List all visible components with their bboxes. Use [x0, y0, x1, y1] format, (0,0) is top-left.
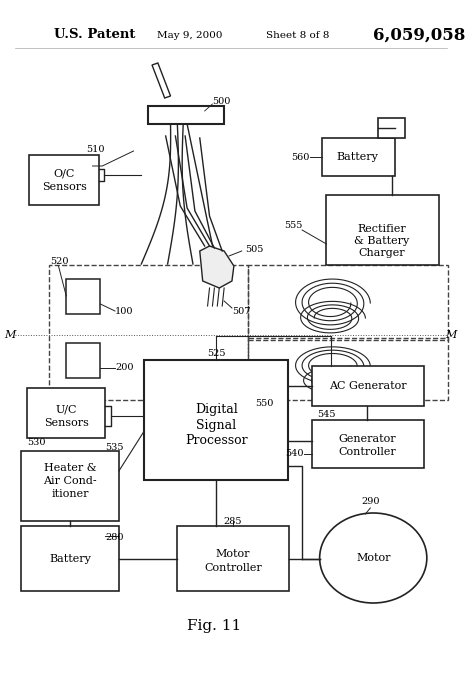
Polygon shape — [200, 246, 234, 288]
Bar — [378, 118, 405, 138]
Text: 500: 500 — [212, 97, 231, 106]
Text: Battery: Battery — [337, 152, 379, 162]
Bar — [312, 420, 424, 468]
Text: AC Generator: AC Generator — [328, 381, 406, 391]
Text: 540: 540 — [285, 450, 304, 459]
Text: M: M — [4, 330, 16, 340]
Text: Charger: Charger — [359, 248, 405, 258]
Text: Fig. 11: Fig. 11 — [187, 619, 242, 633]
Text: 555: 555 — [284, 221, 302, 230]
Text: 100: 100 — [115, 306, 134, 315]
Bar — [27, 388, 105, 438]
Bar — [248, 338, 448, 400]
Text: M: M — [446, 330, 457, 340]
Bar — [21, 526, 119, 591]
Bar — [49, 265, 248, 400]
Bar — [327, 195, 438, 265]
Text: 550: 550 — [255, 399, 273, 407]
Bar — [21, 451, 119, 521]
Text: 200: 200 — [115, 363, 134, 372]
Text: Battery: Battery — [49, 554, 91, 564]
Bar — [321, 138, 395, 176]
Text: 280: 280 — [105, 534, 124, 542]
Text: 505: 505 — [246, 244, 264, 253]
Text: Generator: Generator — [338, 434, 396, 444]
Text: O/C: O/C — [54, 169, 75, 179]
Bar — [29, 155, 100, 205]
Text: Controller: Controller — [204, 563, 262, 573]
Text: Air Cond-: Air Cond- — [43, 476, 97, 486]
Text: Sensors: Sensors — [44, 418, 89, 428]
Text: 510: 510 — [86, 145, 104, 154]
Polygon shape — [152, 63, 171, 98]
Text: U.S. Patent: U.S. Patent — [54, 29, 135, 42]
Bar — [144, 360, 289, 480]
Text: Digital: Digital — [195, 404, 238, 416]
Bar — [312, 366, 424, 406]
Text: Rectifier: Rectifier — [357, 224, 406, 234]
Text: 525: 525 — [207, 349, 226, 358]
Text: Processor: Processor — [185, 434, 247, 448]
Text: May 9, 2000: May 9, 2000 — [157, 31, 223, 40]
Text: Controller: Controller — [338, 447, 396, 457]
Text: 535: 535 — [105, 443, 124, 452]
Text: 507: 507 — [232, 306, 250, 315]
Text: 560: 560 — [292, 152, 310, 161]
Text: 285: 285 — [224, 516, 242, 525]
Text: Heater &: Heater & — [44, 463, 97, 473]
Bar — [177, 526, 290, 591]
Text: U/C: U/C — [55, 405, 77, 415]
Text: Signal: Signal — [196, 420, 237, 432]
Text: Sensors: Sensors — [42, 182, 87, 192]
Bar — [248, 265, 448, 340]
Text: 545: 545 — [317, 410, 335, 419]
Text: 520: 520 — [51, 257, 69, 265]
Text: Sheet 8 of 8: Sheet 8 of 8 — [265, 31, 329, 40]
Bar — [66, 343, 100, 378]
Text: Motor: Motor — [216, 549, 250, 559]
Text: 6,059,058: 6,059,058 — [373, 26, 465, 43]
Text: 290: 290 — [361, 496, 380, 505]
Text: & Battery: & Battery — [355, 236, 410, 246]
Text: 530: 530 — [27, 438, 46, 447]
Text: itioner: itioner — [51, 489, 89, 499]
Text: Motor: Motor — [356, 553, 391, 563]
Bar — [148, 106, 224, 124]
Bar — [66, 279, 100, 314]
